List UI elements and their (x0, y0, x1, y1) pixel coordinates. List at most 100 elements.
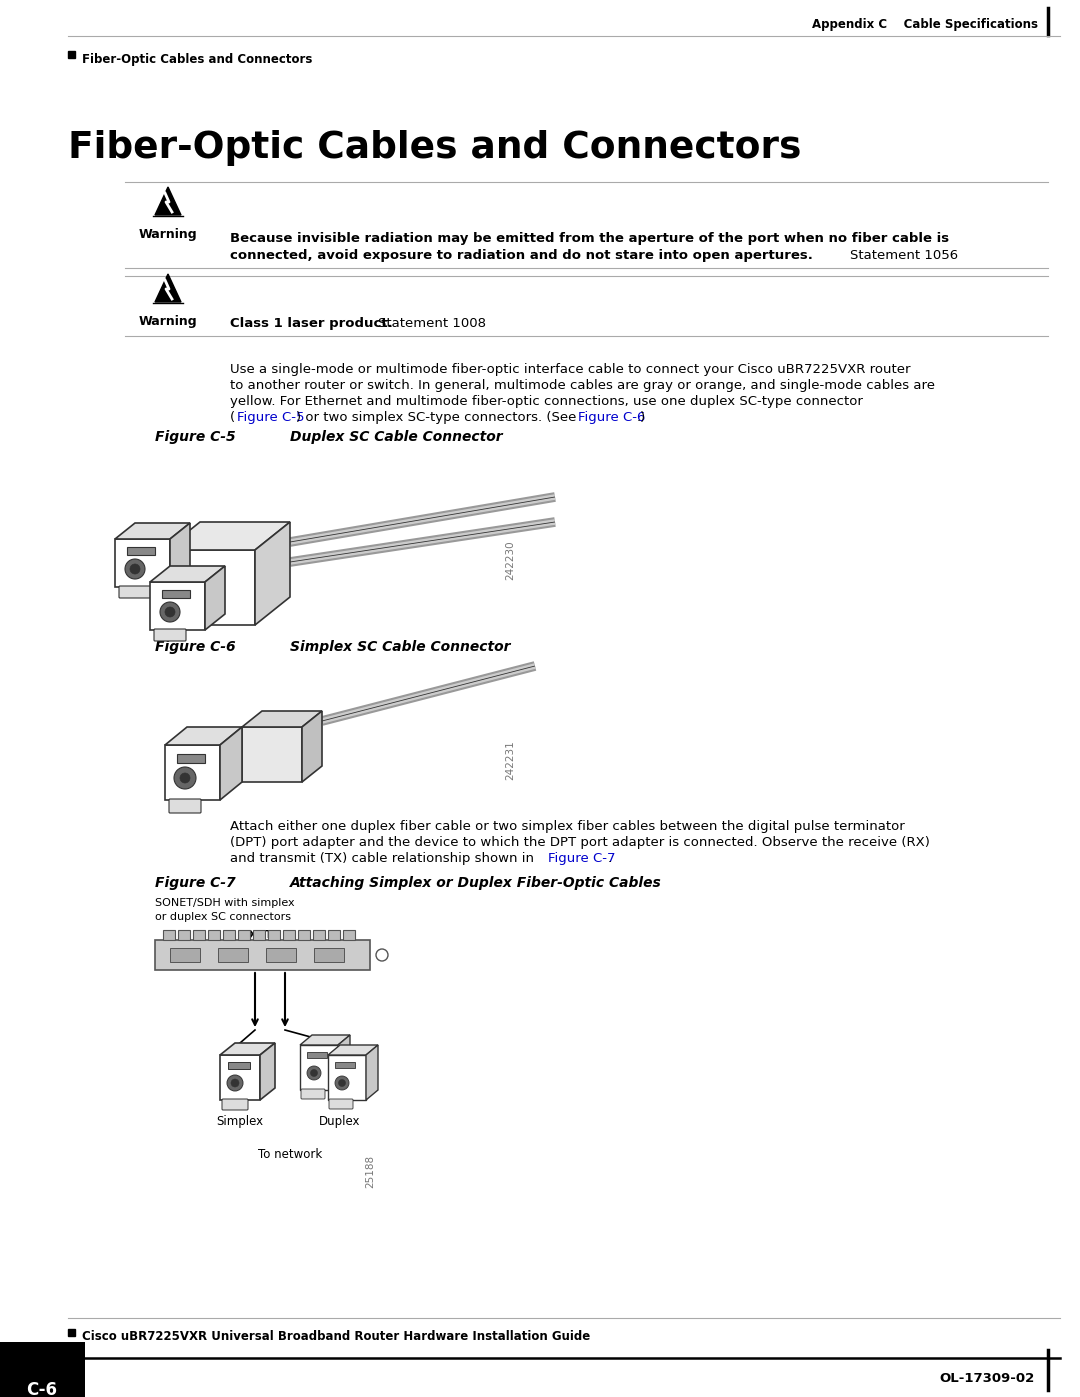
Text: (: ( (230, 411, 235, 425)
Text: or duplex SC connectors: or duplex SC connectors (156, 912, 291, 922)
Bar (163, 930, 175, 940)
Text: Figure C-5: Figure C-5 (156, 430, 235, 444)
Bar (218, 949, 248, 963)
Text: Fiber-Optic Cables and Connectors: Fiber-Optic Cables and Connectors (68, 130, 801, 166)
Text: Warning: Warning (138, 314, 198, 328)
Text: Simplex: Simplex (216, 1115, 264, 1127)
Text: and transmit (TX) cable relationship shown in: and transmit (TX) cable relationship sho… (230, 852, 538, 865)
Polygon shape (156, 187, 181, 215)
Bar (253, 930, 265, 940)
Bar (170, 949, 200, 963)
Polygon shape (338, 1035, 350, 1090)
FancyBboxPatch shape (168, 799, 201, 813)
Text: Warning: Warning (138, 228, 198, 242)
Circle shape (376, 949, 388, 961)
Polygon shape (150, 566, 225, 583)
Polygon shape (242, 711, 322, 726)
Circle shape (335, 1076, 349, 1090)
Bar (150, 583, 205, 630)
Bar (165, 745, 220, 800)
Circle shape (338, 1080, 346, 1087)
Text: 242230: 242230 (505, 541, 515, 580)
Text: To network: To network (258, 1148, 322, 1161)
Text: Attach either one duplex fiber cable or two simplex fiber cables between the dig: Attach either one duplex fiber cable or … (230, 820, 905, 833)
Bar (343, 930, 355, 940)
Text: yellow. For Ethernet and multimode fiber-optic connections, use one duplex SC-ty: yellow. For Ethernet and multimode fiber… (230, 395, 863, 408)
Text: Statement 1008: Statement 1008 (378, 317, 486, 330)
Bar (238, 930, 249, 940)
Bar (313, 930, 325, 940)
Circle shape (227, 1076, 243, 1091)
Bar (220, 1055, 260, 1099)
Text: 25188: 25188 (365, 1155, 375, 1187)
Bar (328, 930, 340, 940)
Polygon shape (255, 522, 291, 624)
Bar (314, 949, 345, 963)
Text: Cisco uBR7225VXR Universal Broadband Router Hardware Installation Guide: Cisco uBR7225VXR Universal Broadband Rou… (82, 1330, 591, 1343)
Bar (165, 550, 255, 624)
Text: Use a single-mode or multimode fiber-optic interface cable to connect your Cisco: Use a single-mode or multimode fiber-opt… (230, 363, 910, 376)
Text: ) or two simplex SC-type connectors. (See: ) or two simplex SC-type connectors. (Se… (296, 411, 581, 425)
Text: .: . (608, 852, 612, 865)
Circle shape (174, 767, 195, 789)
Circle shape (165, 608, 175, 617)
Polygon shape (170, 522, 190, 587)
Bar (156, 940, 370, 970)
Bar (114, 539, 170, 587)
Circle shape (160, 602, 180, 622)
Circle shape (180, 773, 190, 782)
Polygon shape (302, 711, 322, 782)
FancyBboxPatch shape (301, 1090, 325, 1099)
Polygon shape (220, 1044, 275, 1055)
Polygon shape (328, 1045, 378, 1055)
Circle shape (307, 1066, 321, 1080)
Bar (266, 949, 296, 963)
Bar (283, 930, 295, 940)
Polygon shape (114, 522, 190, 539)
Bar (127, 548, 156, 555)
Text: Fiber-Optic Cables and Connectors: Fiber-Optic Cables and Connectors (82, 53, 312, 66)
Bar (222, 930, 235, 940)
Polygon shape (260, 1044, 275, 1099)
Bar (300, 1045, 338, 1090)
Text: connected, avoid exposure to radiation and do not stare into open apertures.: connected, avoid exposure to radiation a… (230, 249, 813, 263)
Text: Duplex: Duplex (320, 1115, 361, 1127)
Bar (328, 1055, 366, 1099)
Text: Appendix C    Cable Specifications: Appendix C Cable Specifications (812, 18, 1038, 31)
Text: Figure C-7: Figure C-7 (548, 852, 616, 865)
Polygon shape (300, 1035, 350, 1045)
Text: C-6: C-6 (27, 1382, 57, 1397)
Circle shape (125, 559, 145, 578)
Text: Statement 1056: Statement 1056 (850, 249, 958, 263)
Bar (307, 1052, 327, 1058)
FancyBboxPatch shape (154, 629, 186, 641)
Bar (162, 590, 190, 598)
Circle shape (130, 564, 140, 574)
Circle shape (311, 1070, 318, 1077)
Text: Figure C-6: Figure C-6 (156, 640, 235, 654)
Bar (335, 1062, 355, 1067)
Polygon shape (165, 522, 291, 550)
Text: 242231: 242231 (505, 740, 515, 780)
Bar (208, 930, 220, 940)
Bar (68, 52, 75, 59)
Polygon shape (220, 726, 242, 800)
Text: Figure C-6: Figure C-6 (578, 411, 646, 425)
Text: Because invisible radiation may be emitted from the aperture of the port when no: Because invisible radiation may be emitt… (230, 232, 949, 244)
Bar (68, 1329, 75, 1336)
Bar (228, 1062, 249, 1069)
Polygon shape (205, 566, 225, 630)
FancyBboxPatch shape (222, 1099, 248, 1111)
FancyBboxPatch shape (119, 585, 151, 598)
Bar (268, 930, 280, 940)
Polygon shape (366, 1045, 378, 1099)
Bar (242, 726, 302, 782)
Text: Duplex SC Cable Connector: Duplex SC Cable Connector (291, 430, 502, 444)
Bar (177, 754, 205, 763)
Polygon shape (156, 274, 181, 302)
Circle shape (231, 1078, 239, 1087)
Bar (193, 930, 205, 940)
Text: SONET/SDH with simplex: SONET/SDH with simplex (156, 898, 295, 908)
Text: Figure C-7: Figure C-7 (156, 876, 235, 890)
Text: Simplex SC Cable Connector: Simplex SC Cable Connector (291, 640, 511, 654)
